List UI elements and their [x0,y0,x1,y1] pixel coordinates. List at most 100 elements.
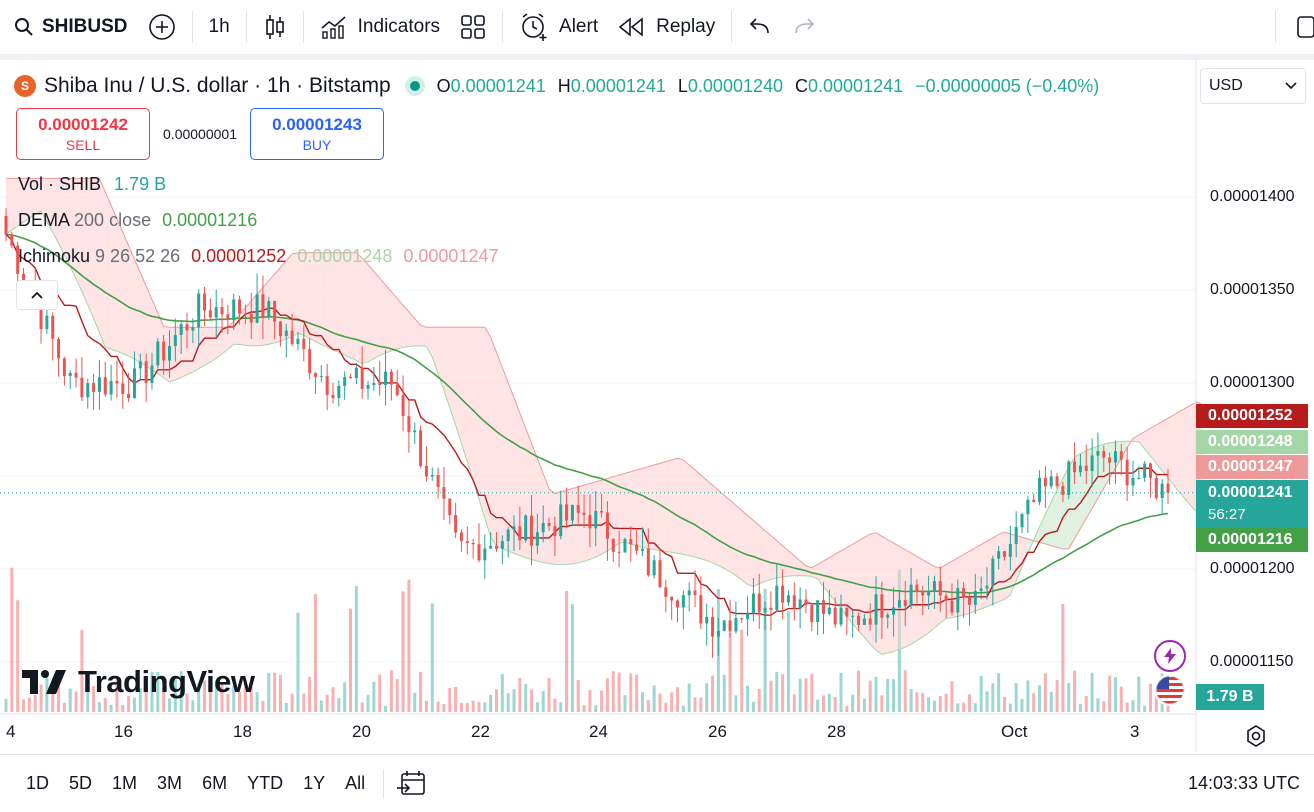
volume-bar [804,678,808,712]
candle-body [109,380,113,395]
goto-date-button[interactable] [396,770,426,798]
symbol-search-button[interactable]: SHIBUSD [0,0,138,54]
replay-button[interactable]: Replay [608,0,725,54]
compare-symbol-button[interactable] [138,0,186,54]
volume-bar [500,673,504,712]
ichimoku-cloud-segment [683,459,690,556]
volume-bar [337,698,341,712]
candle-body [728,620,732,632]
ichimoku-indicator-params: 9 26 52 26 [95,246,181,266]
candle-body [372,383,376,386]
ichimoku-cloud-segment [1168,414,1174,486]
layouts-button[interactable] [450,0,496,54]
candle-body [605,512,609,539]
indicators-label: Indicators [357,16,441,37]
dema-indicator-name: DEMA [18,210,70,230]
candle-body [39,301,43,330]
range-6m-button[interactable]: 6M [202,773,228,793]
alert-button[interactable]: Alert [509,0,608,54]
candle-body [746,613,750,620]
volume-bar [407,579,411,712]
currency-select[interactable]: USD [1200,68,1306,104]
volume-bar [22,699,26,712]
utc-clock[interactable]: 14:03:33 UTC [1187,773,1300,793]
collapse-legend-button[interactable] [16,280,58,310]
candle-body [86,383,90,398]
range-5d-button[interactable]: 5D [69,773,93,793]
ichimoku-span-a-price-badge: 0.00001248 [1196,430,1308,454]
candle-body [261,294,265,318]
buy-button[interactable]: 0.00001243 BUY [250,108,384,160]
lightning-icon[interactable] [1154,640,1186,672]
interval-button[interactable]: 1h [208,16,230,37]
volume-bar [816,699,820,712]
range-ytd-button[interactable]: YTD [247,773,284,793]
volume-indicator-legend[interactable]: Vol · SHIB 1.79 B [18,174,166,195]
ichimoku-cloud-segment [776,540,783,578]
tradingview-logo[interactable]: TradingView [22,664,255,700]
chart-type-button[interactable] [253,0,297,54]
time-axis-tick: 16 [114,722,133,741]
range-1d-button[interactable]: 1D [26,773,50,793]
candle-body [1014,527,1018,545]
volume-bar [746,685,750,712]
volume-bar [92,686,96,712]
chart-settings-icon[interactable] [1240,720,1272,752]
us-flag-icon[interactable] [1154,674,1186,706]
candle-body [273,300,277,322]
range-all-button[interactable]: All [345,773,366,793]
candle-body [635,544,639,551]
range-1m-button[interactable]: 1M [112,773,138,793]
volume-bar [97,702,101,712]
candle-body [962,588,966,598]
volume-bar [932,700,936,712]
volume-bar [308,676,312,712]
tradingview-brand-text: TradingView [78,664,255,699]
volume-bar [401,591,405,712]
candle-body [1160,483,1164,498]
ichimoku-cloud-segment [432,327,439,374]
volume-bar [862,698,866,712]
ichimoku-indicator-legend[interactable]: Ichimoku 9 26 52 26 0.00001252 0.0000124… [18,246,499,267]
volume-bar [810,673,814,712]
bar-countdown: 56:27 [1208,506,1246,523]
redo-button[interactable] [782,0,826,54]
ichimoku-cloud-segment [373,271,380,359]
symbol-label: SHIBUSD [42,16,128,37]
volume-bar [874,676,878,712]
ichimoku-cloud-segment [332,252,339,353]
dema-indicator-legend[interactable]: DEMA 200 close 0.00001216 [18,210,257,231]
sell-button[interactable]: 0.00001242 SELL [16,108,150,160]
candle-body [424,465,428,477]
indicators-button[interactable]: Indicators [310,0,450,54]
ichimoku-cloud-segment [578,485,585,563]
candle-body [74,372,78,378]
ichimoku-cloud-segment [1132,435,1139,442]
volume-bar [868,680,872,712]
range-3m-button[interactable]: 3M [157,773,183,793]
chart-pane[interactable]: S Shiba Inu / U.S. dollar · 1h · Bitstam… [0,60,1314,752]
fullscreen-button[interactable] [1282,0,1314,54]
volume-bar [448,688,452,712]
candle-body [751,593,755,614]
candle-body [296,338,300,345]
volume-bar [430,603,434,712]
ichimoku-cloud-segment [852,540,859,631]
indicators-chart-icon [320,14,348,40]
ichimoku-cloud-segment [689,464,696,558]
candle-body [868,618,872,625]
volume-bar [51,693,55,712]
candle-body [518,526,522,541]
plus-circle-icon [148,13,176,41]
calendar-arrow-icon [397,770,425,795]
time-axis-tick: 3 [1130,722,1140,741]
undo-button[interactable] [738,0,782,54]
ichimoku-cloud-segment [11,178,18,231]
price-chart-canvas[interactable] [0,60,1314,752]
open-value: 0.00001241 [450,75,546,96]
ichimoku-cloud-segment [893,543,900,652]
candle-body [792,595,796,609]
volume-bar [86,679,90,712]
range-1y-button[interactable]: 1Y [303,773,326,793]
symbol-title[interactable]: Shiba Inu / U.S. dollar · 1h · Bitstamp [44,74,391,97]
